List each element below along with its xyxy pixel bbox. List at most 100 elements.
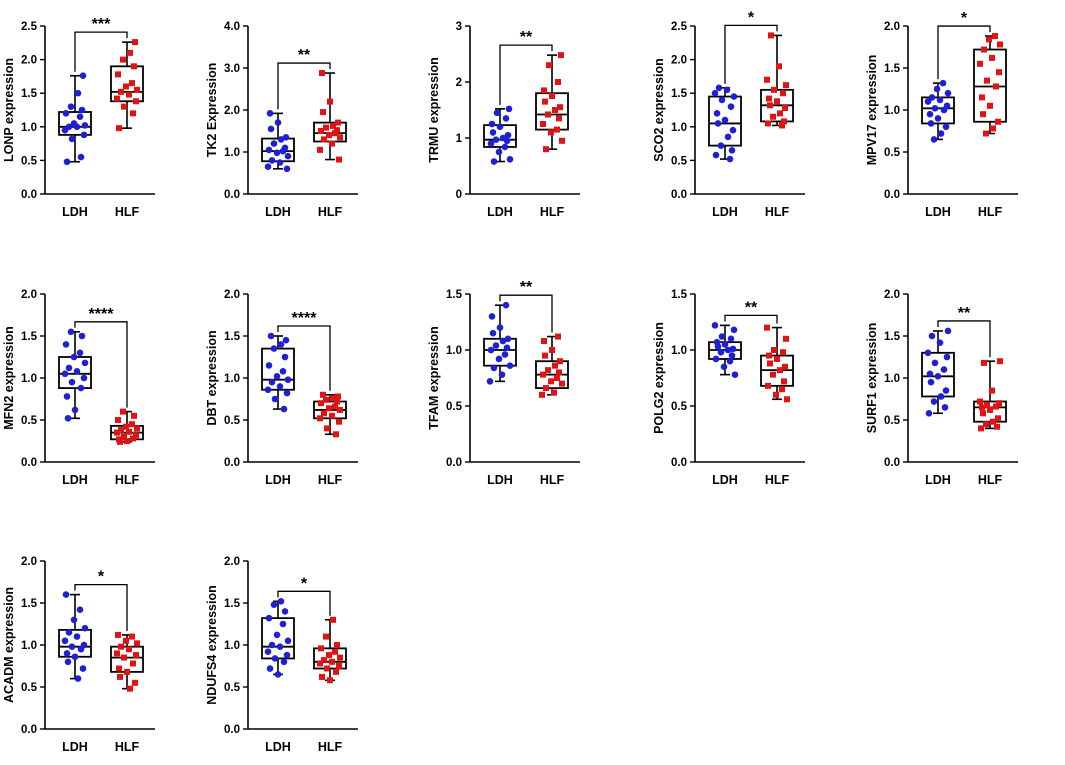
data-point-ldh: [267, 125, 275, 133]
data-point-ldh: [926, 370, 934, 378]
data-point-hlf: [559, 137, 565, 144]
data-point-ldh: [489, 129, 497, 136]
data-point-ldh: [266, 110, 274, 117]
data-point-hlf: [552, 107, 558, 113]
data-point-ldh: [274, 119, 282, 126]
data-point-ldh: [73, 367, 81, 375]
data-point-hlf: [557, 104, 563, 111]
box-group-ldh: [58, 328, 92, 422]
data-point-ldh: [492, 342, 500, 349]
data-point-ldh: [711, 322, 719, 329]
y-tick-label: 0.5: [224, 682, 241, 694]
x-category-label: HLF: [540, 205, 565, 219]
data-point-ldh: [61, 370, 69, 378]
data-point-hlf: [990, 418, 996, 425]
data-point-ldh: [506, 362, 514, 369]
y-tick-label: 0.0: [21, 189, 37, 201]
boxplot-chart: TRMU expression 0 1 2 3 LDH HLF **: [427, 21, 580, 219]
data-point-hlf: [132, 679, 138, 686]
y-tick-label: 2.0: [21, 289, 37, 301]
data-point-hlf: [765, 120, 771, 127]
data-point-ldh: [71, 653, 79, 661]
panel-ndufs4: NDUFS4 expression 0.0 0.5 1.0 1.5 2.0 LDH HLF *: [203, 535, 393, 765]
significance-label: *: [748, 9, 755, 26]
data-point-ldh: [721, 116, 729, 124]
data-point-ldh: [729, 126, 737, 134]
data-point-ldh: [267, 332, 275, 340]
data-point-hlf: [767, 102, 773, 109]
data-point-hlf: [779, 386, 785, 393]
data-point-hlf: [118, 643, 124, 650]
data-point-ldh: [728, 352, 736, 359]
data-point-ldh: [279, 620, 287, 628]
significance-bracket: [937, 25, 991, 80]
data-point-hlf: [989, 387, 995, 394]
data-point-hlf: [333, 668, 339, 675]
y-tick-label: 0.5: [21, 155, 38, 167]
y-tick-label: 2.5: [21, 21, 38, 33]
data-point-hlf: [981, 46, 987, 53]
y-tick-label: 2.5: [671, 21, 688, 33]
y-tick-label: 1.5: [884, 63, 901, 75]
box-iqr: [110, 65, 144, 103]
significance-bracket: [499, 44, 553, 105]
data-point-hlf: [997, 358, 1003, 365]
data-point-ldh: [502, 115, 510, 122]
x-category-label: LDH: [925, 473, 951, 487]
y-tick-label: 1.0: [884, 105, 900, 117]
y-axis-label: DBT expression: [205, 330, 219, 425]
data-point-ldh: [930, 398, 938, 405]
data-point-hlf: [337, 134, 343, 141]
data-point-ldh: [493, 109, 501, 117]
data-point-hlf: [549, 347, 555, 353]
data-point-hlf: [335, 119, 341, 126]
data-point-hlf: [777, 110, 783, 117]
y-tick-label: 0: [456, 189, 462, 201]
data-point-ldh: [283, 165, 291, 173]
data-point-ldh: [277, 598, 285, 605]
data-point-hlf: [317, 146, 323, 153]
significance-label: **: [520, 279, 533, 296]
data-point-hlf: [766, 95, 772, 102]
data-point-ldh: [276, 643, 284, 650]
data-point-hlf: [552, 362, 558, 369]
panel-trmu: TRMU expression 0 1 2 3 LDH HLF **: [425, 0, 615, 230]
data-point-hlf: [781, 378, 787, 385]
data-point-ldh: [943, 102, 951, 110]
x-category-label: LDH: [712, 473, 738, 487]
data-point-hlf: [780, 349, 786, 356]
x-category-label: LDH: [62, 740, 88, 754]
box-group-ldh: [58, 591, 92, 682]
data-point-hlf: [124, 438, 130, 444]
y-tick-label: 1.5: [224, 331, 241, 343]
data-point-hlf: [116, 665, 122, 672]
data-point-ldh: [925, 409, 933, 417]
data-point-hlf: [995, 118, 1001, 125]
x-category-label: HLF: [765, 205, 790, 219]
data-point-hlf: [126, 646, 132, 653]
data-point-hlf: [545, 111, 551, 118]
data-point-hlf: [993, 83, 999, 90]
y-axis-label: SURF1 expression: [865, 323, 879, 433]
data-point-ldh: [931, 105, 939, 112]
data-point-hlf: [330, 616, 336, 623]
box-group-ldh: [261, 332, 295, 413]
y-tick-label: 0.0: [884, 189, 900, 201]
data-point-ldh: [284, 376, 292, 383]
data-point-hlf: [337, 654, 343, 661]
data-point-hlf: [131, 63, 137, 70]
data-point-hlf: [979, 404, 985, 411]
data-point-ldh: [271, 655, 279, 662]
data-point-ldh: [282, 336, 290, 344]
data-point-hlf: [540, 371, 546, 378]
significance-label: ****: [89, 306, 115, 323]
data-point-hlf: [541, 87, 547, 94]
x-category-label: LDH: [712, 205, 738, 219]
data-point-hlf: [549, 93, 555, 99]
data-point-ldh: [928, 94, 936, 101]
data-point-ldh: [273, 631, 281, 639]
y-tick-label: 0.0: [224, 457, 240, 469]
data-point-hlf: [116, 125, 122, 132]
significance-bracket: [724, 24, 778, 84]
data-point-ldh: [499, 134, 507, 142]
